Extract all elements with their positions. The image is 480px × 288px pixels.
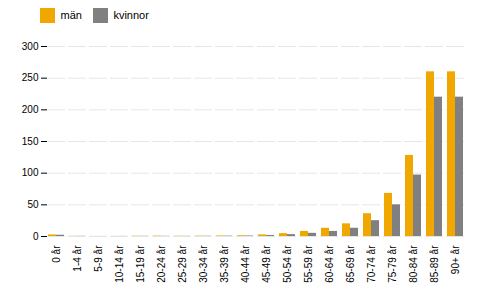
- svg-text:0: 0: [33, 231, 39, 242]
- svg-text:85-89 år: 85-89 år: [429, 245, 440, 283]
- html-text:kvinnor: kvinnor: [113, 9, 149, 22]
- svg-text:300: 300: [22, 41, 39, 52]
- svg-text:80-84 år: 80-84 år: [408, 245, 419, 283]
- svg-text:75-79 år: 75-79 år: [387, 245, 398, 283]
- svg-text:1-4 år: 1-4 år: [72, 245, 83, 272]
- svg-text:15-19 år: 15-19 år: [135, 245, 146, 283]
- svg-text:150: 150: [22, 136, 39, 147]
- svg-text:10-14 år: 10-14 år: [114, 245, 125, 283]
- svg-text:35-39 år: 35-39 år: [219, 245, 230, 283]
- svg-text:45-49 år: 45-49 år: [261, 245, 272, 283]
- svg-text:0 år: 0 år: [51, 245, 62, 263]
- svg-text:50-54 år: 50-54 år: [282, 245, 293, 283]
- html-text:män: män: [60, 9, 82, 22]
- svg-text:100: 100: [22, 167, 39, 178]
- svg-text:60-64 år: 60-64 år: [324, 245, 335, 283]
- svg-text:25-29 år: 25-29 år: [177, 245, 188, 283]
- svg-text:200: 200: [22, 104, 39, 115]
- svg-text:20-24 år: 20-24 år: [156, 245, 167, 283]
- svg-text:30-34 år: 30-34 år: [198, 245, 209, 283]
- svg-text:55-59 år: 55-59 år: [303, 245, 314, 283]
- svg-text:250: 250: [22, 72, 39, 83]
- svg-text:70-74 år: 70-74 år: [366, 245, 377, 283]
- svg-text:65-69 år: 65-69 år: [345, 245, 356, 283]
- svg-text:40-44 år: 40-44 år: [240, 245, 251, 283]
- svg-text:50: 50: [27, 199, 39, 210]
- svg-text:5-9 år: 5-9 år: [93, 245, 104, 272]
- svg-text:90+ år: 90+ år: [450, 245, 461, 274]
